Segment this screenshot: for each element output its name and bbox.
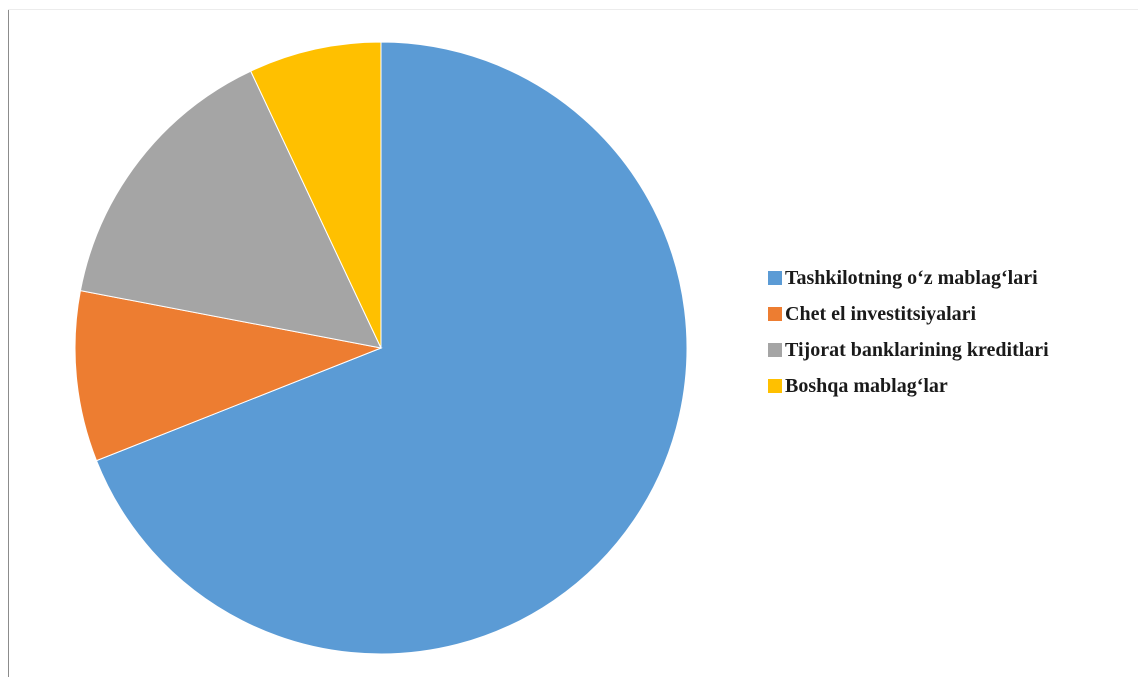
legend-swatch bbox=[768, 271, 782, 285]
legend-item: Chet el investitsiyalari bbox=[768, 296, 1138, 332]
legend-swatch bbox=[768, 343, 782, 357]
left-border bbox=[8, 10, 9, 677]
legend-label: Boshqa mablag‘lar bbox=[785, 374, 948, 397]
pie-slice-1 bbox=[95, 41, 688, 655]
chart-legend: Tashkilotning o‘z mablag‘lari Chet el inv… bbox=[768, 260, 1138, 404]
pie-slice-2 bbox=[74, 290, 383, 462]
top-border bbox=[8, 9, 1138, 10]
legend-swatch bbox=[768, 307, 782, 321]
legend-swatch bbox=[768, 379, 782, 393]
legend-item: Tashkilotning o‘z mablag‘lari bbox=[768, 260, 1138, 296]
pie-slice-4 bbox=[250, 41, 382, 349]
legend-item: Tijorat banklarining kreditlari bbox=[768, 332, 1138, 368]
pie-slices bbox=[74, 41, 688, 655]
legend-label: Chet el investitsiyalari bbox=[785, 302, 977, 325]
legend-label: Tijorat banklarining kreditlari bbox=[785, 338, 1049, 361]
legend-item: Boshqa mablag‘lar bbox=[768, 368, 1138, 404]
legend-label: Tashkilotning o‘z mablag‘lari bbox=[785, 266, 1038, 289]
pie-slice-3 bbox=[79, 70, 382, 349]
